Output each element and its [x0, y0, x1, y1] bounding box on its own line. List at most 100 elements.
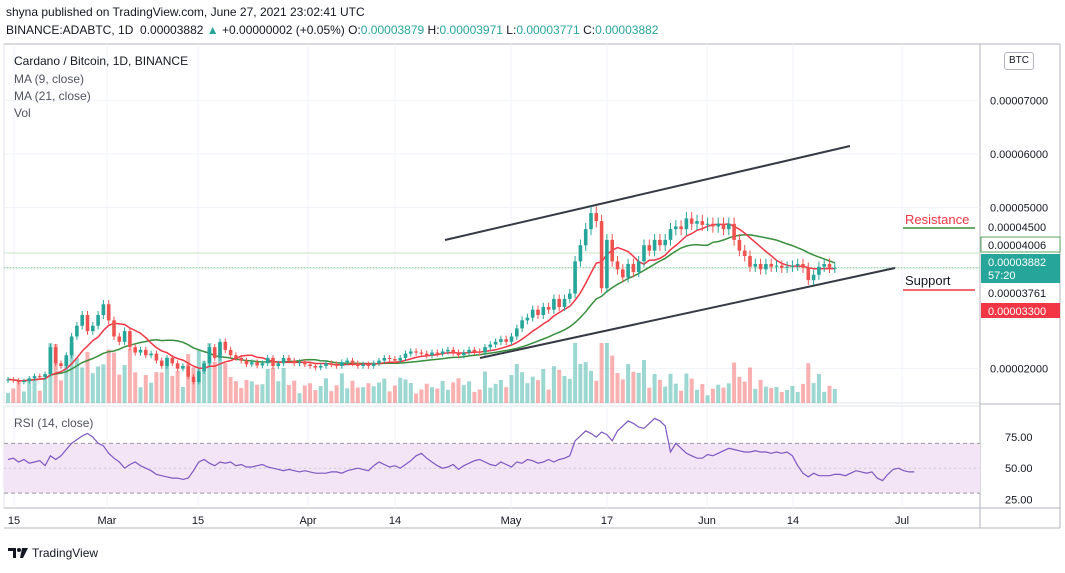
candle-body [59, 363, 63, 366]
candle-body [578, 245, 583, 262]
candle-body [154, 353, 159, 361]
candle-body [53, 347, 58, 364]
currency-badge[interactable]: BTC [1004, 52, 1034, 70]
volume-bar [96, 366, 101, 403]
volume-bar [339, 373, 344, 403]
volume-bar [562, 375, 567, 403]
volume-bar [806, 363, 811, 403]
candle-body [801, 264, 805, 268]
ma9-value-label: 0.00003761 [988, 288, 1046, 300]
candle-body [573, 261, 577, 294]
ma21-line [7, 233, 836, 382]
candle-body [668, 229, 673, 240]
last-price: 0.00003882 [140, 23, 204, 37]
volume-bar [37, 390, 42, 403]
volume-bar [239, 387, 244, 403]
candle-body [91, 325, 95, 332]
volume-bar [679, 390, 684, 403]
legend-ma21[interactable]: MA (21, close) [14, 89, 91, 103]
low-value: 0.00003771 [516, 23, 580, 37]
candle-body [387, 357, 392, 359]
volume-bar [626, 363, 631, 403]
candle-body [483, 347, 487, 353]
volume-bar [414, 393, 419, 403]
candle-body [27, 378, 31, 381]
volume-bar [530, 376, 535, 403]
candle-body [642, 245, 646, 262]
legend-ma9[interactable]: MA (9, close) [14, 72, 85, 86]
open-label: O: [348, 23, 361, 37]
legend-vol[interactable]: Vol [14, 106, 31, 120]
candle-body [557, 298, 561, 307]
volume-bar [589, 370, 593, 403]
volume-bar [642, 360, 646, 403]
volume-bar [133, 372, 138, 403]
volume-bar [276, 381, 281, 403]
candle-body [75, 325, 79, 337]
candle-body [101, 304, 106, 315]
volume-bar [59, 380, 63, 403]
volume-bar [435, 388, 440, 403]
candle-body [695, 221, 699, 224]
volume-bar [440, 380, 445, 403]
candle-body [329, 363, 334, 365]
low-label: L: [506, 23, 517, 37]
candle-body [663, 239, 667, 246]
volume-bar [138, 387, 143, 403]
current-price-text: 0.00003882 [988, 257, 1046, 269]
candle-body [265, 357, 270, 364]
volume-bar [445, 389, 450, 403]
volume-bar [127, 348, 132, 403]
volume-bar [763, 386, 768, 403]
candle-body [38, 376, 42, 378]
footer-brand[interactable]: TradingView [32, 546, 99, 560]
time-tick-label: 14 [787, 515, 799, 527]
price-tick-label: 0.00006000 [990, 149, 1048, 161]
volume-bar [318, 386, 323, 403]
lower-trendline [479, 267, 896, 359]
volume-bar [748, 367, 752, 403]
volume-bar [297, 393, 302, 403]
candle-body [112, 320, 116, 337]
volume-bar [90, 373, 95, 403]
candle-body [334, 364, 339, 366]
symbol-label[interactable]: BINANCE:ADABTC, 1D [6, 23, 134, 37]
close-value: 0.00003882 [595, 23, 659, 37]
candle-body [43, 374, 47, 378]
candle-body [758, 264, 763, 270]
candle-body [398, 357, 402, 361]
volume-bar [636, 372, 641, 403]
candle-body [583, 229, 588, 246]
time-axis[interactable]: 15 Mar 15 Apr 14 May 17 Jun 14 Jul [8, 515, 909, 527]
candle-body [594, 213, 599, 222]
candle-body [260, 363, 265, 366]
level-lines [4, 252, 980, 269]
rsi-legend[interactable]: RSI (14, close) [14, 416, 94, 430]
volume-bar [101, 364, 106, 403]
volume-bar [191, 367, 196, 403]
volume-bar [382, 378, 387, 403]
volume-bar [726, 383, 731, 403]
candle-body [451, 349, 455, 353]
volume-bar [408, 382, 413, 403]
publish-text: shyna published on TradingView.com, June… [6, 5, 365, 19]
time-tick-label: Jun [698, 515, 716, 527]
candle-body [737, 239, 742, 251]
support-tag-text: 0.00003300 [988, 306, 1046, 318]
price-axis[interactable]: 0.00007000 0.00006000 0.00005000 0.00002000 [990, 95, 1048, 375]
candle-body [477, 351, 482, 353]
volume-bar [403, 379, 408, 403]
volume-bar [610, 355, 615, 403]
candle-body [361, 364, 365, 366]
volume-bar [170, 375, 175, 403]
candle-body [790, 265, 795, 267]
candle-body [133, 347, 137, 353]
time-tick-label: Apr [299, 515, 316, 527]
candle-body [705, 223, 710, 225]
volume-bar [520, 372, 525, 403]
volume-bar [292, 380, 297, 403]
volume-bar [207, 343, 212, 403]
candle-body [239, 357, 243, 361]
candle-body [515, 328, 519, 337]
